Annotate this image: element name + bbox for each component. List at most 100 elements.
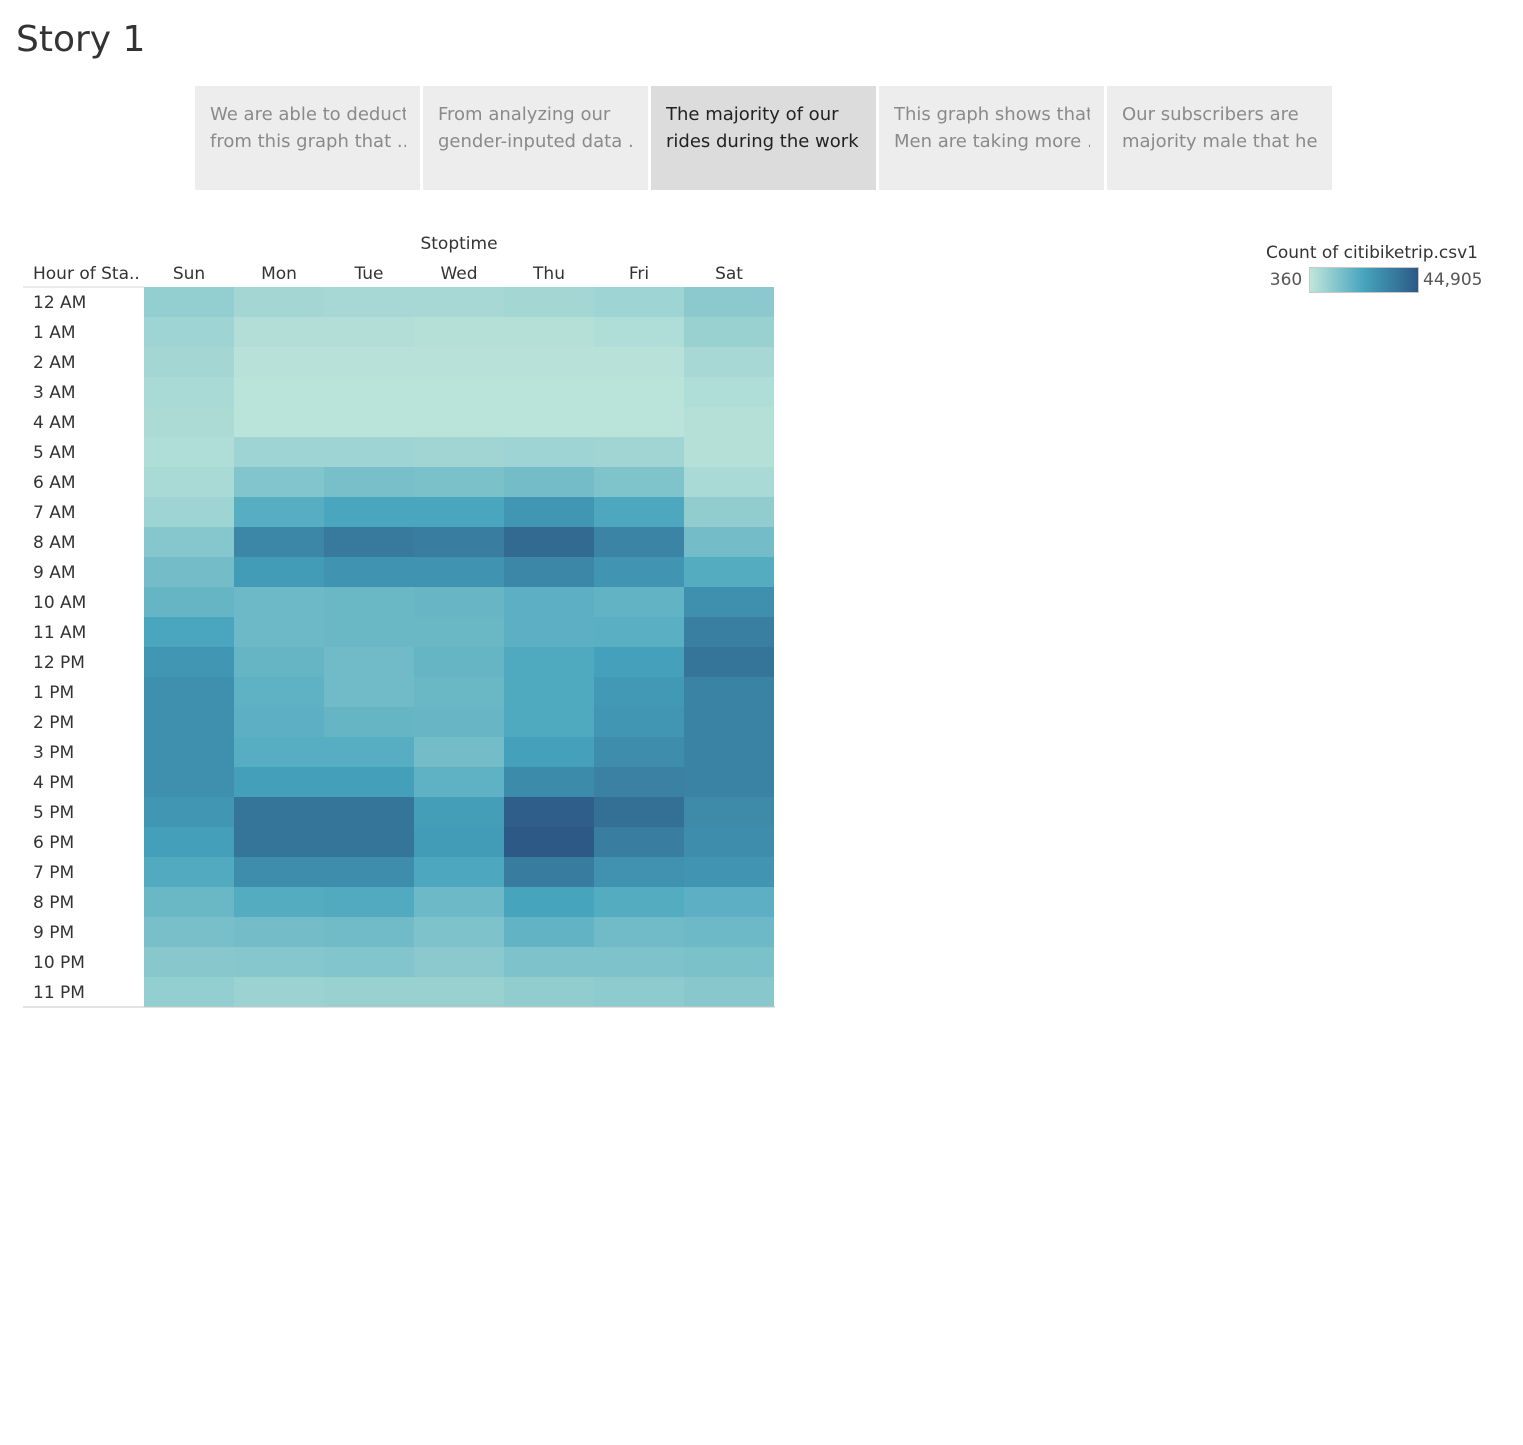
heatmap-cell[interactable] [594, 617, 684, 647]
heatmap-cell[interactable] [234, 947, 324, 977]
heatmap-cell[interactable] [684, 617, 774, 647]
heatmap-cell[interactable] [594, 527, 684, 557]
heatmap-cell[interactable] [144, 677, 234, 707]
heatmap-cell[interactable] [504, 467, 594, 497]
heatmap-cell[interactable] [324, 917, 414, 947]
heatmap-cell[interactable] [594, 557, 684, 587]
heatmap-cell[interactable] [234, 527, 324, 557]
heatmap-cell[interactable] [594, 947, 684, 977]
heatmap-cell[interactable] [144, 947, 234, 977]
heatmap-cell[interactable] [324, 587, 414, 617]
heatmap-cell[interactable] [414, 917, 504, 947]
heatmap-cell[interactable] [594, 767, 684, 797]
heatmap-cell[interactable] [504, 947, 594, 977]
heatmap-cell[interactable] [594, 587, 684, 617]
heatmap-cell[interactable] [234, 437, 324, 467]
story-point-5[interactable]: Our subscribers are majority male that he… [1107, 86, 1332, 190]
heatmap-cell[interactable] [504, 407, 594, 437]
heatmap-cell[interactable] [414, 977, 504, 1007]
heatmap-cell[interactable] [414, 347, 504, 377]
heatmap-cell[interactable] [144, 617, 234, 647]
heatmap-cell[interactable] [504, 797, 594, 827]
heatmap-cell[interactable] [414, 797, 504, 827]
heatmap-cell[interactable] [144, 407, 234, 437]
heatmap-cell[interactable] [684, 677, 774, 707]
heatmap-cell[interactable] [234, 377, 324, 407]
heatmap-cell[interactable] [234, 797, 324, 827]
heatmap-cell[interactable] [504, 347, 594, 377]
heatmap-cell[interactable] [684, 737, 774, 767]
heatmap-cell[interactable] [504, 317, 594, 347]
heatmap-cell[interactable] [504, 827, 594, 857]
heatmap-cell[interactable] [414, 287, 504, 317]
heatmap-cell[interactable] [684, 917, 774, 947]
heatmap-cell[interactable] [594, 827, 684, 857]
heatmap-cell[interactable] [324, 347, 414, 377]
heatmap-cell[interactable] [414, 827, 504, 857]
heatmap-cell[interactable] [144, 287, 234, 317]
heatmap-cell[interactable] [144, 917, 234, 947]
heatmap-cell[interactable] [684, 977, 774, 1007]
heatmap-cell[interactable] [234, 767, 324, 797]
story-point-2[interactable]: From analyzing our gender-inputed data .. [423, 86, 648, 190]
heatmap-cell[interactable] [144, 437, 234, 467]
heatmap-cell[interactable] [684, 887, 774, 917]
heatmap-cell[interactable] [144, 467, 234, 497]
heatmap-cell[interactable] [504, 557, 594, 587]
heatmap-cell[interactable] [504, 707, 594, 737]
heatmap-cell[interactable] [324, 527, 414, 557]
heatmap-cell[interactable] [324, 887, 414, 917]
heatmap-cell[interactable] [144, 377, 234, 407]
heatmap-cell[interactable] [684, 407, 774, 437]
heatmap-cell[interactable] [144, 647, 234, 677]
heatmap-cell[interactable] [504, 647, 594, 677]
heatmap-cell[interactable] [234, 617, 324, 647]
heatmap-cell[interactable] [594, 407, 684, 437]
heatmap-cell[interactable] [504, 377, 594, 407]
heatmap-cell[interactable] [684, 827, 774, 857]
heatmap-cell[interactable] [234, 557, 324, 587]
heatmap-cell[interactable] [234, 677, 324, 707]
story-point-1[interactable]: We are able to deduct from this graph tha… [195, 86, 420, 190]
heatmap-cell[interactable] [144, 827, 234, 857]
heatmap-cell[interactable] [504, 527, 594, 557]
heatmap-cell[interactable] [234, 977, 324, 1007]
heatmap-cell[interactable] [414, 887, 504, 917]
heatmap-cell[interactable] [684, 377, 774, 407]
heatmap-cell[interactable] [234, 827, 324, 857]
heatmap-cell[interactable] [684, 497, 774, 527]
heatmap-cell[interactable] [234, 317, 324, 347]
heatmap-cell[interactable] [504, 617, 594, 647]
heatmap-cell[interactable] [324, 827, 414, 857]
heatmap-cell[interactable] [684, 647, 774, 677]
heatmap-cell[interactable] [594, 917, 684, 947]
heatmap-cell[interactable] [504, 977, 594, 1007]
heatmap-cell[interactable] [684, 557, 774, 587]
heatmap-cell[interactable] [144, 587, 234, 617]
heatmap-cell[interactable] [324, 437, 414, 467]
heatmap-cell[interactable] [684, 467, 774, 497]
heatmap-cell[interactable] [504, 737, 594, 767]
heatmap-cell[interactable] [594, 647, 684, 677]
heatmap-cell[interactable] [504, 767, 594, 797]
heatmap-cell[interactable] [414, 617, 504, 647]
heatmap-cell[interactable] [144, 797, 234, 827]
heatmap-cell[interactable] [324, 377, 414, 407]
heatmap-cell[interactable] [234, 587, 324, 617]
heatmap-cell[interactable] [594, 977, 684, 1007]
heatmap-cell[interactable] [414, 767, 504, 797]
heatmap-cell[interactable] [234, 737, 324, 767]
heatmap-cell[interactable] [414, 377, 504, 407]
heatmap-cell[interactable] [684, 767, 774, 797]
heatmap-cell[interactable] [594, 317, 684, 347]
heatmap-cell[interactable] [144, 557, 234, 587]
heatmap-cell[interactable] [144, 317, 234, 347]
heatmap-cell[interactable] [414, 647, 504, 677]
heatmap-cell[interactable] [684, 797, 774, 827]
heatmap-cell[interactable] [414, 737, 504, 767]
heatmap-cell[interactable] [594, 737, 684, 767]
heatmap-cell[interactable] [324, 287, 414, 317]
heatmap-cell[interactable] [594, 887, 684, 917]
heatmap-cell[interactable] [234, 707, 324, 737]
heatmap-cell[interactable] [684, 587, 774, 617]
